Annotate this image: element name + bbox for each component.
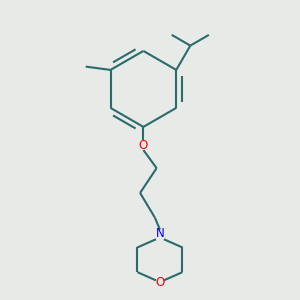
Text: N: N [155, 227, 164, 240]
Text: O: O [155, 276, 164, 289]
Text: O: O [139, 139, 148, 152]
